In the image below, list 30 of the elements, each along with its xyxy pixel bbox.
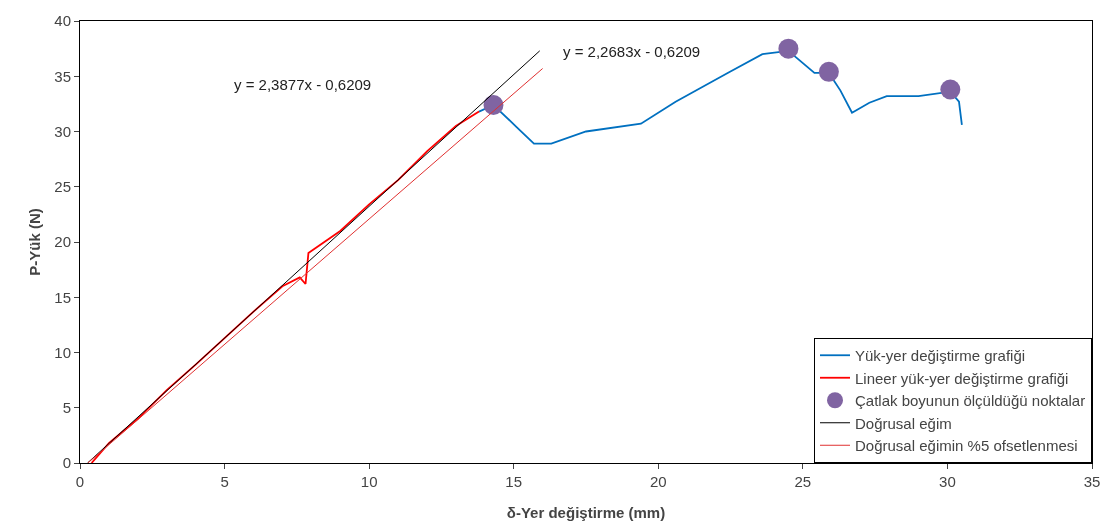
x-tick-label: 20: [649, 473, 667, 490]
y-axis-title: P-Yük (N): [26, 208, 43, 276]
legend-label: Çatlak boyunun ölçüldüğü noktalar: [855, 392, 1086, 410]
point: [778, 38, 799, 59]
x-tick-label: 25: [794, 473, 812, 490]
x-tick-label: 30: [939, 473, 956, 490]
y-tick-label: 35: [54, 67, 71, 85]
y-tick-label: 30: [54, 122, 71, 140]
x-tick-label: 10: [360, 473, 378, 490]
x-tick-label: 0: [75, 473, 85, 490]
x-tick-label: 35: [1083, 473, 1101, 490]
y-tick-label: 40: [54, 12, 71, 30]
y-tick-label: 20: [54, 233, 71, 251]
line-series: [90, 110, 480, 463]
x-tick-label: 15: [505, 473, 523, 490]
x-tick-label: 5: [220, 473, 229, 490]
legend-label: Lineer yük-yer değiştirme grafiği: [855, 369, 1069, 387]
legend-label: Yük-yer değiştirme grafiği: [855, 347, 1026, 365]
x-axis-title: δ-Yer değiştirme (mm): [506, 504, 666, 521]
legend-label: Doğrusal eğimin %5 ofsetlenmesi: [855, 437, 1078, 455]
y-tick-label: 0: [62, 454, 71, 472]
annotation: y = 2,2683x - 0,6209: [563, 43, 701, 60]
y-tick-label: 5: [62, 399, 71, 416]
annotation: y = 2,3877x - 0,6209: [234, 76, 372, 93]
y-tick-label: 25: [54, 178, 71, 195]
y-tick-label: 10: [54, 343, 71, 361]
legend-label: Doğrusal eğim: [855, 414, 952, 432]
point: [818, 61, 839, 82]
point: [940, 79, 961, 100]
y-tick-label: 15: [54, 288, 71, 306]
